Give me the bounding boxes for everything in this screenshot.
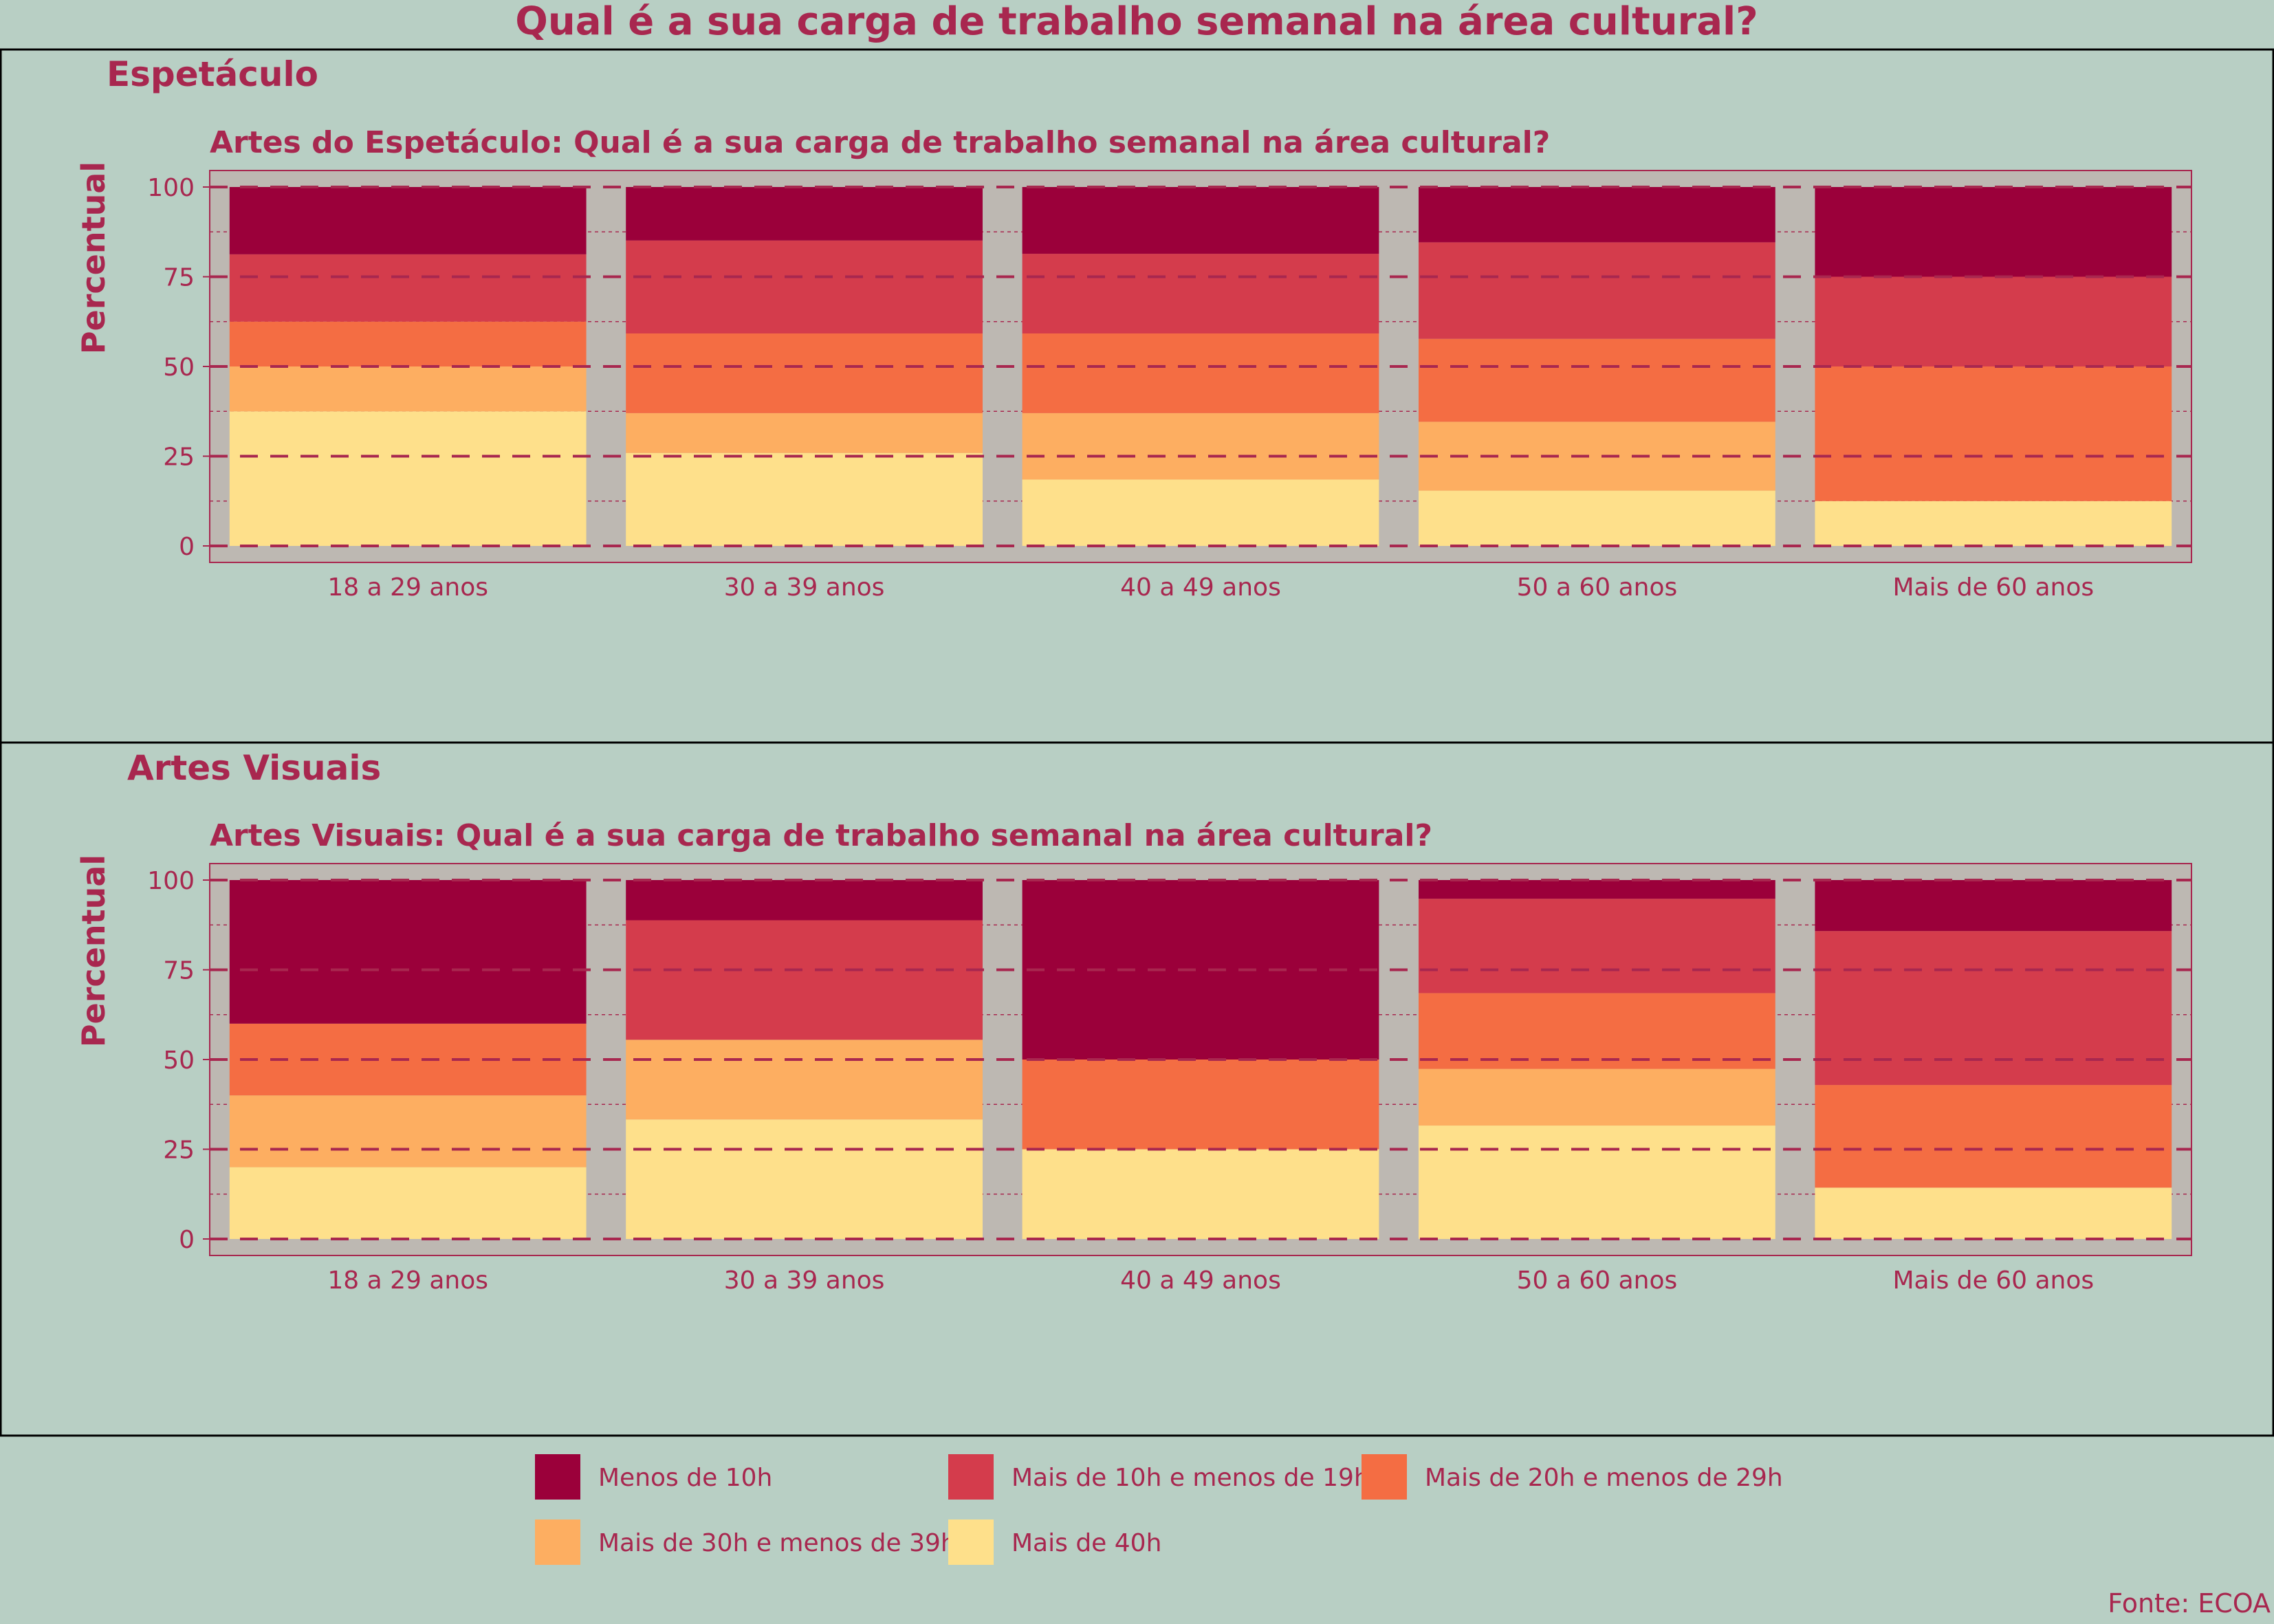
bar-segment	[1022, 413, 1379, 480]
bar-segment	[626, 1040, 983, 1120]
y-tick-label: 25	[163, 443, 195, 472]
bar-segment	[1022, 333, 1379, 413]
bar-segment	[1022, 254, 1379, 333]
y-tick-label: 25	[163, 1137, 195, 1165]
facet-label: Espetáculo	[107, 54, 318, 94]
bars	[229, 187, 2172, 546]
y-tick-label: 100	[147, 174, 195, 202]
bar-segment	[1815, 366, 2172, 501]
source-caption: Fonte: ECOA	[2108, 1588, 2271, 1618]
bar-segment	[229, 187, 587, 254]
bar-segment	[1815, 1187, 2172, 1239]
x-tick-label: 40 a 49 anos	[1120, 573, 1281, 602]
y-tick-label: 50	[163, 1046, 195, 1075]
bar-segment	[229, 411, 587, 546]
x-tick-label: Mais de 60 anos	[1892, 1266, 2094, 1295]
facet-frame	[0, 741, 2274, 1437]
bar-segment	[1419, 880, 1775, 899]
y-tick-label: 0	[179, 1226, 195, 1254]
bar-segment	[229, 321, 587, 366]
major-grid	[210, 186, 2191, 547]
bar-segment	[1419, 993, 1775, 1069]
bar-segment	[1815, 931, 2172, 1086]
bar-segment	[1022, 1060, 1379, 1150]
bar-segment	[626, 920, 983, 1040]
bar-segment	[626, 333, 983, 413]
bar-segment	[229, 366, 587, 412]
bar-segment	[1419, 899, 1775, 994]
legend-label: Mais de 20h e menos de 29h	[1425, 1464, 1783, 1492]
x-tick-label: 50 a 60 anos	[1517, 1266, 1678, 1295]
bar-segment	[1022, 1149, 1379, 1239]
bar-segment	[1419, 242, 1775, 339]
legend-swatch	[948, 1519, 994, 1565]
legend-label: Mais de 10h e menos de 19h	[1012, 1464, 1370, 1492]
x-tick-label: 18 a 29 anos	[327, 573, 488, 602]
bar-segment	[626, 413, 983, 453]
bars	[229, 880, 2172, 1239]
y-tick-label: 75	[163, 264, 195, 292]
x-tick-label: Mais de 60 anos	[1892, 573, 2094, 602]
bar-segment	[229, 1167, 587, 1239]
y-tick-label: 0	[179, 533, 195, 561]
bar-segment	[1815, 501, 2172, 546]
bar-segment	[626, 240, 983, 333]
bar-segment	[1022, 187, 1379, 254]
bar-segment	[1419, 1126, 1775, 1239]
bar-segment	[1815, 880, 2172, 932]
legend: Menos de 10h Mais de 10h e menos de 19h Ma…	[535, 1454, 1783, 1565]
bar-segment	[1815, 276, 2172, 366]
y-tick-label: 50	[163, 353, 195, 382]
bar-segment	[626, 880, 983, 921]
chart-title: Artes Visuais: Qual é a sua carga de tra…	[210, 818, 1432, 853]
legend-item: Mais de 30h e menos de 39h	[535, 1519, 956, 1565]
bar-segment	[626, 1119, 983, 1239]
x-tick-label: 18 a 29 anos	[327, 1266, 488, 1295]
bar-segment	[1815, 1085, 2172, 1188]
legend-swatch	[1362, 1454, 1407, 1500]
x-tick-label: 30 a 39 anos	[724, 1266, 885, 1295]
x-tick-label: 40 a 49 anos	[1120, 1266, 1281, 1295]
legend-label: Menos de 10h	[598, 1464, 772, 1492]
bar-segment	[229, 880, 587, 1024]
y-axis-label: Percentual	[75, 162, 112, 354]
x-tick-label: 30 a 39 anos	[724, 573, 885, 602]
main-title: Qual é a sua carga de trabalho semanal n…	[515, 0, 1758, 44]
bar-segment	[229, 1095, 587, 1167]
bar-segment	[626, 187, 983, 241]
legend-label: Mais de 40h	[1012, 1529, 1161, 1557]
bar-segment	[1419, 338, 1775, 422]
major-grid	[210, 879, 2191, 1240]
facet-label: Artes Visuais	[127, 748, 381, 788]
legend-swatch	[535, 1519, 580, 1565]
facets: Espetáculo Artes do Espetáculo: Qual é a …	[0, 48, 2274, 1437]
legend-item: Mais de 10h e menos de 19h	[948, 1454, 1370, 1500]
legend-label: Mais de 30h e menos de 39h	[598, 1529, 956, 1557]
legend-swatch	[948, 1454, 994, 1500]
y-axis-label: Percentual	[75, 855, 112, 1047]
bar-segment	[1022, 479, 1379, 546]
bar-segment	[1419, 421, 1775, 491]
bar-segment	[1419, 490, 1775, 546]
x-tick-label: 50 a 60 anos	[1517, 573, 1678, 602]
bar-segment	[1815, 187, 2172, 277]
legend-item: Mais de 40h	[948, 1519, 1161, 1565]
bar-segment	[229, 254, 587, 322]
bar-segment	[1419, 187, 1775, 243]
facet-1: Espetáculo Artes do Espetáculo: Qual é a …	[0, 48, 2274, 744]
legend-item: Menos de 10h	[535, 1454, 772, 1500]
y-tick-label: 75	[163, 957, 195, 985]
bar-segment	[1419, 1068, 1775, 1126]
bar-segment	[1022, 880, 1379, 1060]
legend-swatch	[535, 1454, 580, 1500]
facet-2: Artes Visuais Artes Visuais: Qual é a sua…	[0, 741, 2274, 1437]
bar-segment	[626, 452, 983, 546]
legend-item: Mais de 20h e menos de 29h	[1362, 1454, 1783, 1500]
chart-title: Artes do Espetáculo: Qual é a sua carga …	[210, 125, 1550, 160]
y-tick-label: 100	[147, 867, 195, 895]
